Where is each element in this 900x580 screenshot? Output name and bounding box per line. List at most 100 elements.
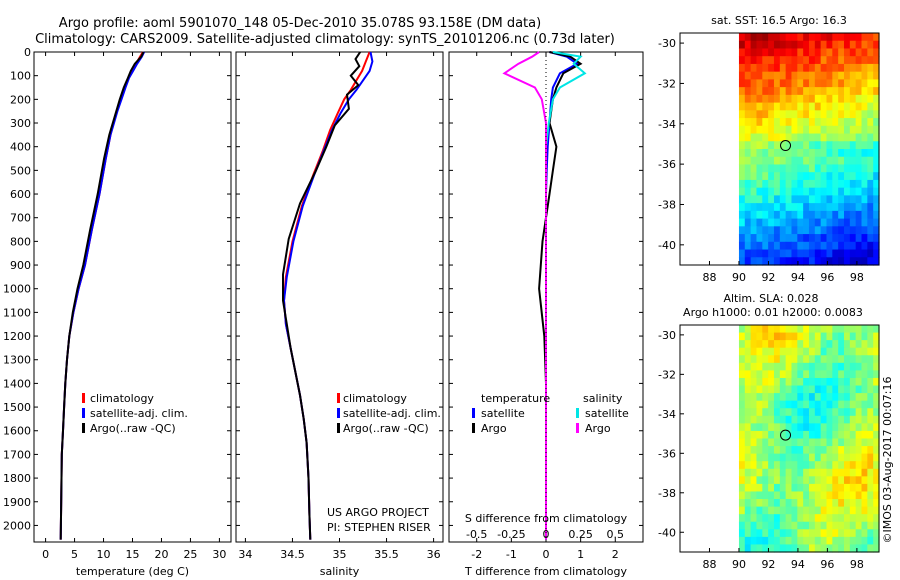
sst-map-cell [826, 149, 833, 158]
sla-map-cell [867, 408, 874, 417]
sst-map-cell [814, 203, 822, 212]
sla-map-cell [768, 514, 775, 523]
sst-map-cell [785, 218, 793, 227]
sst-map-cell [797, 179, 804, 189]
sla-map-cell [744, 514, 752, 523]
difference-xtick-label: 1 [577, 548, 584, 561]
sla-map-cell [832, 377, 839, 387]
sla-map-cell [861, 408, 868, 417]
sla-map-cell [797, 468, 804, 477]
sla-map-cell [808, 521, 816, 530]
sst-map-cell [826, 118, 833, 127]
sla-map-cell [873, 362, 880, 371]
sst-map-cell [849, 156, 857, 166]
sla-map-cell [832, 514, 839, 523]
sst-map-cell [797, 234, 804, 243]
temperature-xtick-label: 20 [154, 548, 168, 561]
sst-map-cell [849, 40, 857, 50]
sla-map-cell [867, 370, 874, 379]
sla-map-cell [738, 453, 746, 462]
sla-map-cell [803, 514, 810, 523]
sla-map-cell [762, 415, 769, 424]
sst-map-cell [873, 234, 880, 243]
sst-map-cell [744, 40, 752, 50]
sla-map-cell [791, 453, 798, 462]
sla-map-cell [849, 430, 857, 440]
legend-swatch [337, 393, 340, 403]
sst-map-cell [820, 133, 828, 142]
sst-map-cell [808, 48, 816, 57]
sla-map-cell [744, 461, 752, 470]
sla-map-cell [756, 385, 763, 394]
sla-map-cell [768, 430, 775, 440]
sla-map-cell [797, 385, 804, 394]
sla-map-cell [838, 476, 845, 485]
sst-map-cell [820, 226, 828, 235]
sst-map-cell [826, 33, 833, 42]
sst-map-cell [803, 187, 810, 196]
sla-map-cell [791, 499, 798, 508]
sst-map-cell [861, 226, 868, 235]
sla-map-cell [820, 377, 828, 387]
sla-map-cell [814, 468, 822, 477]
sla-map-cell [861, 377, 868, 387]
sst-map-cell [768, 133, 775, 142]
sst-map-cell [797, 156, 804, 166]
sst-map-cell [750, 40, 758, 50]
sst-map-cell [861, 156, 868, 166]
sst-map-cell [797, 195, 804, 204]
sst-map-cell [832, 218, 839, 227]
sla-map-cell [750, 332, 758, 341]
temperature-ytick-label: 200 [10, 93, 31, 106]
sst-map-cell [762, 187, 769, 196]
sst-map-cell [773, 141, 781, 150]
sst-map-cell [861, 48, 868, 57]
sst-map-cell [849, 203, 857, 212]
sst-map-cell [843, 94, 851, 104]
sla-map-cell [849, 529, 857, 538]
sst-map-cell [861, 79, 868, 88]
sst-map-cell [803, 164, 810, 173]
sla-map-cell [744, 536, 752, 546]
sla-map-cell [855, 506, 863, 515]
sst-map-cell [744, 156, 752, 166]
sst-map-cell [762, 164, 769, 173]
sst-map-cell [750, 187, 758, 196]
sst-map-cell [849, 249, 857, 258]
sst-map-cell [750, 102, 758, 111]
sla-map-cell [803, 415, 810, 424]
sst-map-cell [779, 110, 787, 119]
sst-map-cell [738, 48, 746, 57]
sla-map-cell [814, 355, 822, 364]
sla-map-cell [756, 544, 763, 553]
difference-series-line [502, 51, 547, 540]
sst-map-cell [797, 141, 804, 150]
sst-map-cell [826, 257, 833, 266]
sla-map-cell [744, 438, 752, 447]
sst-map-cell [867, 102, 874, 111]
sst-map-cell [779, 141, 787, 150]
sla-map-cell [861, 430, 868, 440]
sla-map-cell [738, 408, 746, 417]
sst-map-cell [779, 33, 787, 42]
sst-map-cell [785, 118, 793, 127]
sst-map-cell [843, 234, 851, 243]
sla-map-cell [808, 468, 816, 477]
sla-map-cell [756, 430, 763, 440]
sla-map-cell [808, 377, 816, 387]
sla-map-cell [785, 325, 793, 334]
temperature-ytick-label: 700 [10, 212, 31, 225]
sst-map-cell [791, 133, 798, 142]
sst-map-cell [873, 172, 880, 181]
sst-map-cell [832, 125, 839, 135]
sla-map-cell [773, 438, 781, 447]
sst-map-cell [838, 79, 845, 88]
sst-map-frame [679, 32, 880, 266]
sla-map-cell [826, 393, 833, 402]
sst-map-cell [838, 141, 845, 150]
sla-map-cell [791, 438, 798, 447]
sst-map-cell [803, 79, 810, 88]
sla-map-cell [797, 483, 804, 493]
sla-map-cell [779, 468, 787, 477]
sla-map-cell [814, 423, 822, 432]
